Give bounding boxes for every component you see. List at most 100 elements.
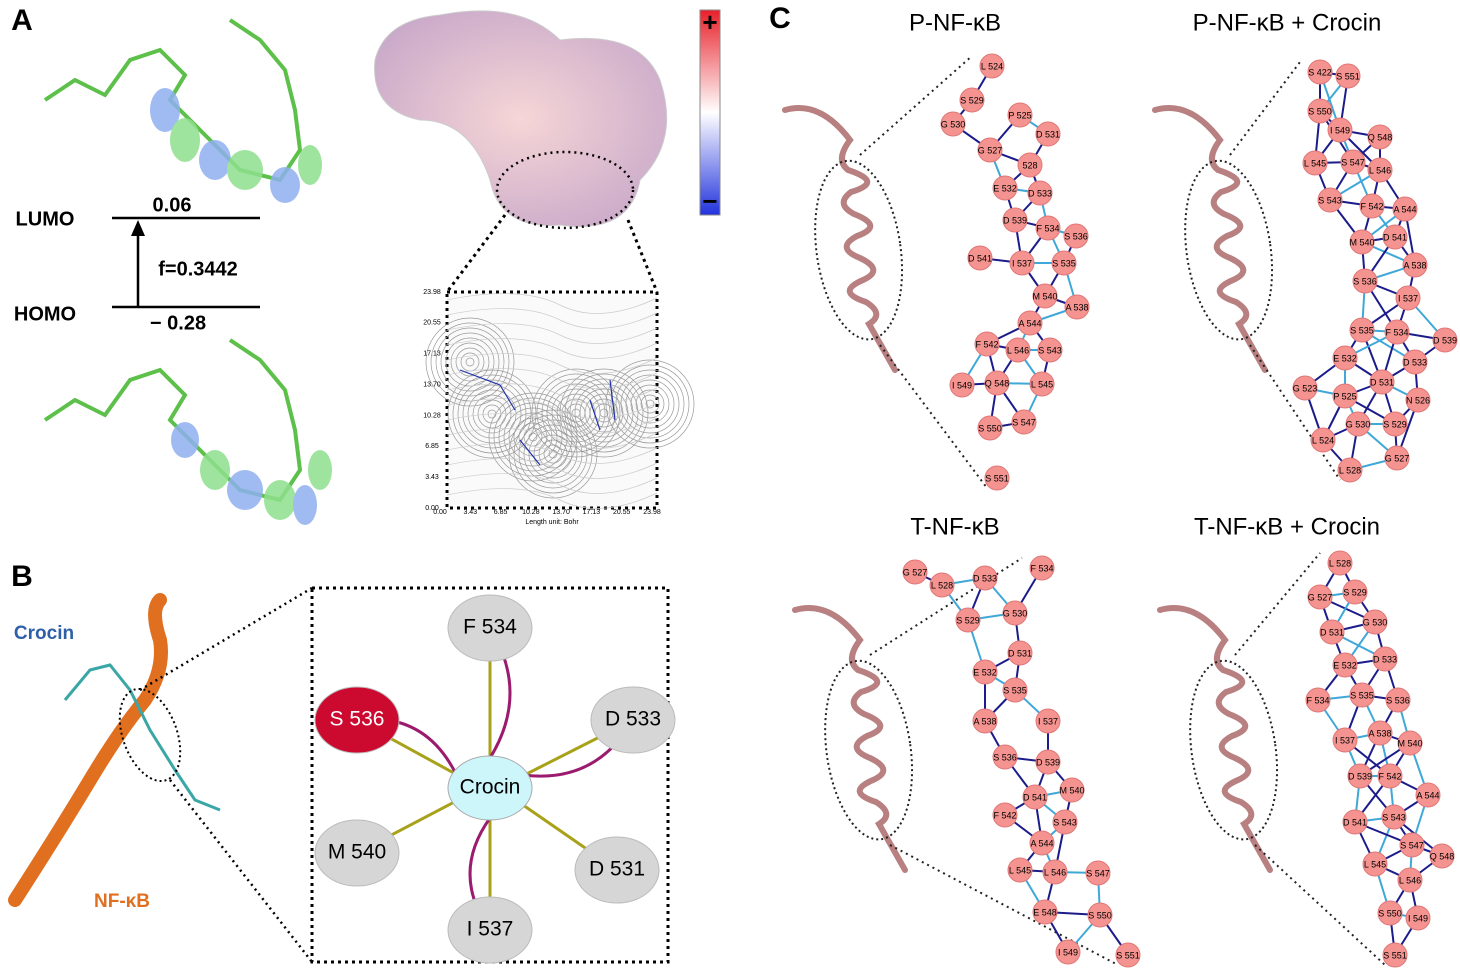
- residue-label: S 543: [1318, 195, 1342, 205]
- contour-line: [446, 413, 658, 434]
- residue-label: G 527: [1385, 453, 1410, 463]
- residue-node: [940, 111, 966, 137]
- contour-ring: [435, 327, 505, 397]
- residue-label: D 531: [1036, 129, 1060, 139]
- residue-node: [1017, 152, 1043, 178]
- zoom-line: [626, 219, 659, 293]
- residue-label: S 529: [956, 615, 980, 625]
- residue-label: D 539: [1433, 335, 1457, 345]
- residue-label: S 551: [1336, 71, 1360, 81]
- residue-node: [1307, 98, 1333, 124]
- oscillator-strength: f=0.3442: [158, 258, 238, 280]
- residue-node: [1035, 121, 1061, 147]
- residue-node: [1035, 749, 1061, 775]
- residue-node: [1009, 250, 1035, 276]
- contour-line: [446, 443, 658, 464]
- residue-label: S 550: [978, 423, 1002, 433]
- residue-node: [314, 819, 400, 887]
- residue-label: I 549: [1058, 947, 1078, 957]
- residue-label: L 545: [1364, 859, 1386, 869]
- residue-label: D 541: [1343, 817, 1367, 827]
- contour-ring: [528, 429, 578, 479]
- contour-x-tick: 17.13: [583, 509, 601, 516]
- residue-label: E 532: [1333, 660, 1357, 670]
- residue-label: F 534: [463, 616, 517, 639]
- contour-line: [446, 398, 658, 419]
- residue-node: [574, 836, 660, 904]
- zoom-line: [1234, 552, 1321, 656]
- contour-y-tick: 20.55: [423, 320, 441, 327]
- residue-node: [1007, 640, 1033, 666]
- residue-label: S 547: [1400, 840, 1424, 850]
- ligand-label: Crocin: [14, 623, 74, 644]
- residue-node: [1063, 223, 1089, 249]
- contour-ring: [645, 399, 655, 409]
- residue-node: [1055, 939, 1081, 965]
- residue-label: I 537: [1038, 716, 1058, 726]
- residue-label: S 551: [1116, 950, 1140, 960]
- residue-node: [1347, 763, 1373, 789]
- residue-node: [1029, 371, 1055, 397]
- residue-label: L 545: [1031, 379, 1053, 389]
- residue-label: P 525: [1333, 391, 1356, 401]
- residue-label: Q 548: [1430, 851, 1455, 861]
- residue-label: D 541: [968, 253, 992, 263]
- homo-label: HOMO: [14, 303, 76, 325]
- residue-label: G 527: [1308, 592, 1333, 602]
- zoom-line: [859, 55, 973, 156]
- residue-node: [1335, 63, 1361, 89]
- residue-node: [1029, 830, 1055, 856]
- residue-node: [1377, 900, 1403, 926]
- zoom-ellipse: [118, 687, 182, 783]
- residue-label: A 538: [1065, 302, 1088, 312]
- residue-label: S 529: [1383, 419, 1407, 429]
- residue-label: L 524: [981, 61, 1003, 71]
- residue-label: I 537: [1335, 735, 1355, 745]
- residue-node: [992, 802, 1018, 828]
- residue-node: [1385, 687, 1411, 713]
- residue-node: [1302, 150, 1328, 176]
- residue-node: [1007, 102, 1033, 128]
- residue-label: S 551: [1383, 950, 1407, 960]
- homo-value: − 0.28: [150, 312, 206, 334]
- residue-node: [1340, 149, 1366, 175]
- residue-node: [1405, 905, 1431, 931]
- residue-node: [972, 708, 998, 734]
- residue-label: S 536: [330, 708, 385, 731]
- residue-label: S 536: [993, 752, 1017, 762]
- residue-label: I 549: [1330, 125, 1350, 135]
- residue-node: [1342, 809, 1368, 835]
- residue-node: [977, 415, 1003, 441]
- contour-ring: [465, 357, 475, 367]
- contour-ring: [640, 394, 660, 414]
- residue-label: G 530: [1003, 608, 1028, 618]
- residue-label: D 531: [589, 858, 645, 881]
- residue-node: [1327, 117, 1353, 143]
- residue-label: M 540: [1349, 237, 1374, 247]
- residue-node: [1310, 427, 1336, 453]
- residue-label: 528: [1022, 160, 1037, 170]
- residue-node: [1051, 250, 1077, 276]
- contour-x-tick: 0.00: [433, 509, 447, 516]
- residue-label: F 542: [1360, 201, 1383, 211]
- residue-node: [1017, 310, 1043, 336]
- network-title: T-NF-κB: [910, 513, 999, 540]
- residue-label: L 528: [931, 580, 953, 590]
- residue-label: F 534: [1385, 327, 1408, 337]
- residue-label: M 540: [1032, 291, 1057, 301]
- contour-ring: [615, 369, 685, 439]
- contour-ring: [523, 424, 583, 484]
- residue-label: F 534: [1030, 563, 1053, 573]
- residue-label: S 547: [1012, 417, 1036, 427]
- residue-label: Q 548: [985, 378, 1010, 388]
- residue-node: [314, 686, 400, 754]
- contour-ring: [477, 399, 507, 429]
- residue-node: [1415, 782, 1441, 808]
- contour-ring: [440, 332, 500, 392]
- contour-ring: [630, 384, 670, 424]
- residue-node: [1372, 646, 1398, 672]
- residue-label: E 532: [973, 667, 997, 677]
- residue-label: S 529: [1343, 587, 1367, 597]
- ligand-node-label: Crocin: [460, 776, 521, 799]
